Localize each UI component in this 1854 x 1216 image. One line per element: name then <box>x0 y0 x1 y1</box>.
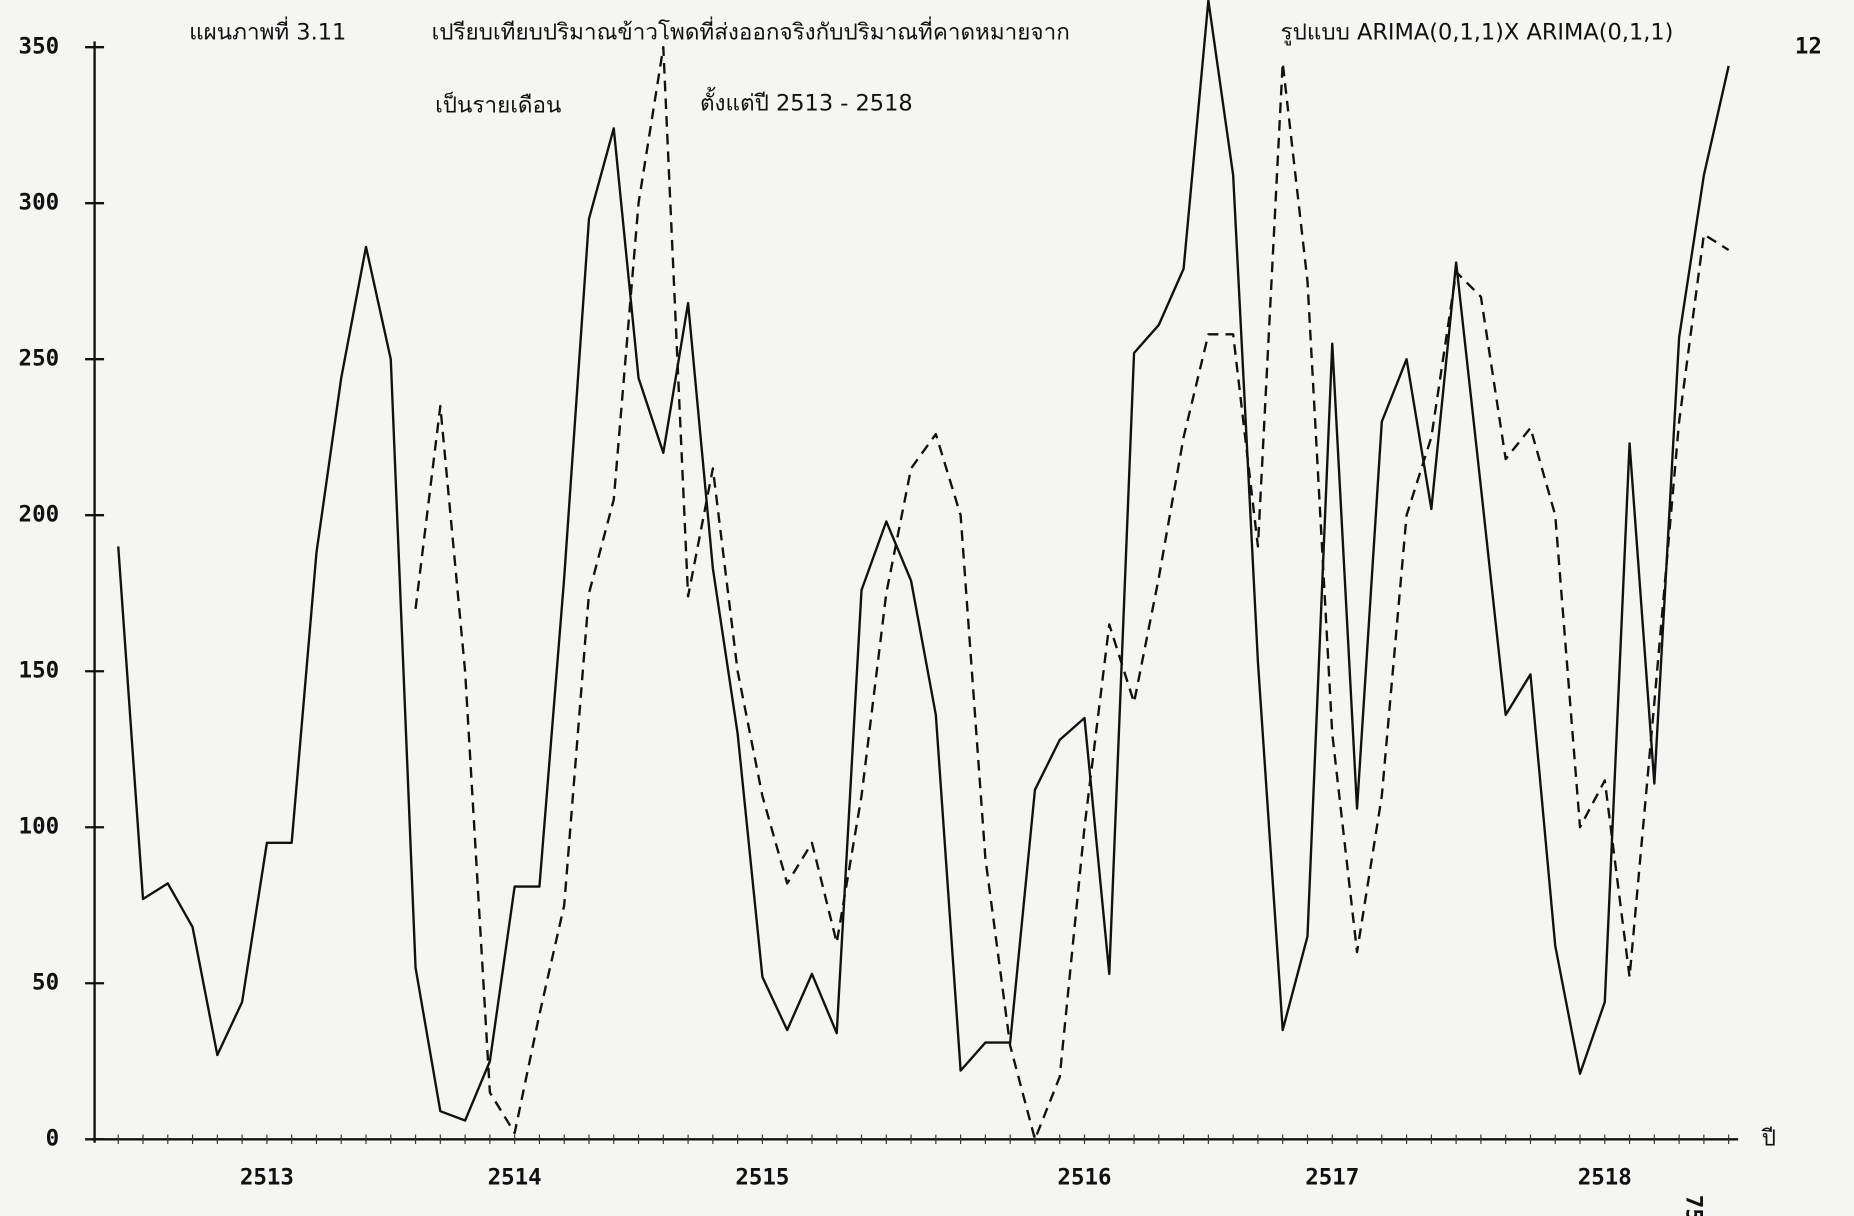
chart-subtitle: เป็นรายเดือน <box>435 91 561 119</box>
model: รูปแบบ ARIMA(0,1,1)X ARIMA(0,1,1) <box>1281 20 1674 46</box>
y-tick-label: 300 <box>19 190 60 216</box>
chart-title: เปรียบเทียบปริมาณข้าวโพดที่ส่งออกจริงกับ… <box>432 16 1070 46</box>
period: ตั้งแต่ปี 2513 - 2518 <box>700 86 913 116</box>
y-tick-label: 150 <box>19 658 60 684</box>
x-tick-label: 2514 <box>488 1165 542 1191</box>
page-number: 75 <box>1681 1195 1707 1216</box>
figure-label: แผนภาพที่ 3.11 <box>189 16 346 46</box>
series-line <box>117 0 1730 1122</box>
model-subscript: 12 <box>1795 34 1822 60</box>
y-tick-label: 200 <box>19 502 60 528</box>
y-tick-label: 50 <box>32 970 59 996</box>
y-tick-label: 0 <box>46 1126 60 1152</box>
x-tick-label: 2513 <box>240 1165 294 1191</box>
x-tick-label: 2515 <box>735 1165 789 1191</box>
x-tick-label: 2518 <box>1578 1165 1632 1191</box>
x-tick-label: 2517 <box>1305 1165 1359 1191</box>
y-tick-label: 350 <box>19 34 60 60</box>
series-line <box>414 46 1730 1141</box>
y-tick-label: 100 <box>19 814 60 840</box>
x-axis-label: ปี <box>1761 1126 1776 1152</box>
y-tick-label: 250 <box>19 346 60 372</box>
x-tick-label: 2516 <box>1057 1165 1111 1191</box>
